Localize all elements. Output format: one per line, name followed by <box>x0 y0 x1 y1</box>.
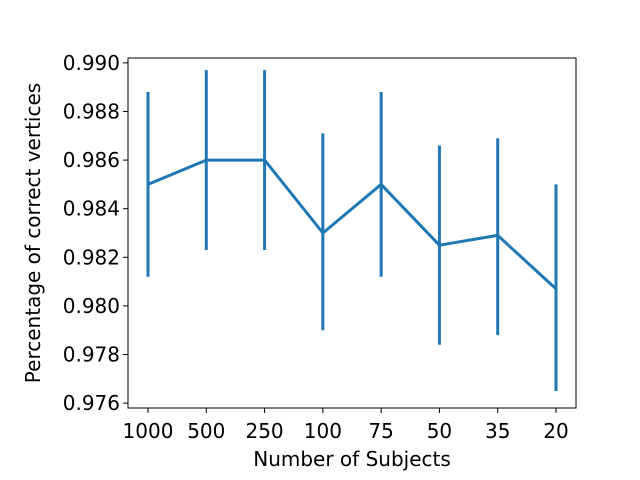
y-tick-label: 0.986 <box>63 148 120 172</box>
x-tick-label: 20 <box>543 419 568 443</box>
y-tick-label: 0.984 <box>63 197 120 221</box>
x-tick-label: 500 <box>187 419 225 443</box>
x-tick-label: 75 <box>368 419 393 443</box>
x-tick-label: 1000 <box>123 419 174 443</box>
x-tick-label: 250 <box>245 419 283 443</box>
y-axis-title: Percentage of correct vertices <box>21 83 45 383</box>
y-axis-ticks: 0.976 0.978 0.980 0.982 0.984 0.986 0.988 0.990 <box>63 51 128 415</box>
series-line <box>147 158 558 291</box>
x-axis-ticks: 1000 500 250 100 75 50 35 20 <box>123 408 569 443</box>
x-tick-label: 100 <box>304 419 342 443</box>
y-tick-label: 0.988 <box>63 99 120 123</box>
y-tick-label: 0.990 <box>63 51 120 75</box>
x-tick-label: 35 <box>485 419 510 443</box>
plot-frame <box>127 57 577 409</box>
x-axis-title: Number of Subjects <box>253 447 451 471</box>
y-tick-label: 0.980 <box>63 294 120 318</box>
x-tick-label: 50 <box>427 419 452 443</box>
y-tick-label: 0.978 <box>63 343 120 367</box>
y-tick-label: 0.976 <box>63 391 120 415</box>
y-tick-label: 0.982 <box>63 245 120 269</box>
error-bars <box>146 70 558 391</box>
